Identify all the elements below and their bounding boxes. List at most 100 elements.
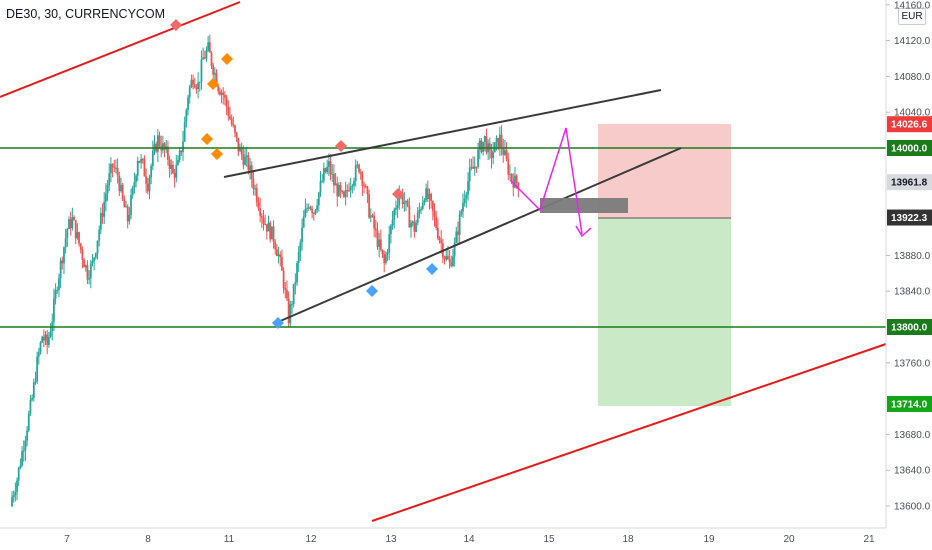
price-tick-label: 14160.0: [894, 0, 931, 11]
candle-body: [294, 282, 297, 284]
price-tick-label: 13840.0: [894, 287, 931, 298]
candle-body: [58, 277, 60, 290]
target-zone[interactable]: [598, 218, 731, 406]
candle-body: [463, 198, 466, 203]
candle-body: [31, 397, 34, 400]
candle-body: [103, 201, 106, 217]
candle-body: [81, 249, 84, 260]
diamond-marker-icon[interactable]: [272, 317, 284, 329]
candle-body: [192, 79, 194, 85]
candle-body: [274, 241, 277, 250]
candle-body: [245, 155, 248, 157]
candle-body: [202, 57, 205, 60]
candle-body: [175, 164, 178, 178]
channel-lower-line[interactable]: [371, 343, 887, 522]
candle-body: [213, 72, 216, 75]
diamond-marker-icon[interactable]: [170, 19, 182, 31]
wedge-upper-line[interactable]: [223, 89, 662, 178]
diamond-marker-icon[interactable]: [392, 188, 404, 200]
candle-body: [161, 143, 164, 151]
price-tick-label: 13880.0: [894, 251, 931, 262]
currency-badge[interactable]: EUR: [898, 8, 926, 25]
price-label-tag: 13800.0: [887, 319, 932, 335]
candle-body: [272, 226, 275, 242]
candle-body: [504, 150, 506, 155]
candle-body: [358, 164, 360, 172]
candle-body: [326, 166, 329, 173]
candle-body: [108, 173, 111, 186]
candle-body: [373, 215, 376, 229]
time-tick-label: 8: [145, 534, 151, 545]
candle-body: [500, 134, 503, 148]
candle-body: [252, 179, 255, 190]
candle-body: [172, 164, 174, 174]
candle-body: [329, 161, 332, 175]
candle-body: [167, 146, 169, 160]
candle-body: [262, 217, 265, 224]
candle-body: [467, 181, 469, 195]
candle-body: [254, 188, 257, 190]
channel-upper-line[interactable]: [0, 1, 241, 98]
price-tick-label: 13640.0: [894, 466, 931, 477]
candle-body: [374, 228, 377, 231]
candle-body: [130, 195, 132, 215]
candle-body: [415, 222, 417, 232]
price-tick-label: 14080.0: [894, 72, 931, 83]
candle-body: [69, 219, 72, 229]
candle-body: [110, 163, 112, 174]
candle-body: [94, 253, 97, 258]
candle-body: [151, 150, 154, 167]
diamond-marker-icon[interactable]: [426, 263, 438, 275]
candle-body: [88, 278, 91, 280]
candle-body: [247, 155, 250, 171]
diamond-marker-icon[interactable]: [201, 133, 213, 145]
candle-body: [217, 85, 220, 92]
candle-body: [478, 140, 481, 150]
wedge-lower-line[interactable]: [277, 147, 682, 323]
candle-body: [91, 260, 94, 264]
candle-body: [195, 87, 198, 89]
candle-body: [495, 137, 498, 143]
candle-body: [42, 336, 45, 341]
candle-body: [391, 219, 394, 226]
candle-body: [502, 147, 505, 155]
diamond-marker-icon[interactable]: [207, 78, 219, 90]
candle-body: [348, 190, 350, 192]
candle-body: [436, 227, 439, 238]
diamond-marker-icon[interactable]: [211, 148, 223, 160]
candle-body: [517, 182, 520, 189]
time-tick-label: 15: [543, 534, 555, 545]
diamond-marker-icon[interactable]: [221, 53, 233, 65]
candle-body: [71, 217, 74, 229]
candle-body: [234, 125, 236, 133]
projection-path[interactable]: [509, 127, 583, 235]
candle-body: [384, 254, 387, 264]
candle-body: [316, 205, 319, 210]
candle-body: [73, 217, 75, 221]
candle-body: [411, 221, 414, 224]
candle-body: [89, 263, 92, 279]
candle-body: [457, 231, 459, 235]
candle-body: [336, 183, 339, 197]
candle-body: [343, 191, 345, 197]
diamond-marker-icon[interactable]: [335, 140, 347, 152]
candle-body: [21, 451, 23, 466]
candle-body: [460, 211, 463, 215]
candle-body: [237, 137, 240, 152]
candle-body: [431, 200, 434, 211]
diamond-marker-icon[interactable]: [366, 285, 378, 297]
entry-box[interactable]: [540, 198, 628, 213]
candle-body: [86, 265, 89, 280]
candle-body: [61, 260, 64, 264]
candle-body: [84, 265, 87, 268]
candle-body: [301, 227, 303, 243]
candle-body: [396, 205, 399, 209]
candle-body: [341, 191, 344, 193]
candle-body: [406, 200, 409, 206]
candle-body: [378, 239, 381, 247]
candle-body: [492, 152, 495, 158]
candle-body: [309, 207, 312, 209]
candle-body: [277, 254, 280, 256]
candle-body: [485, 135, 488, 153]
